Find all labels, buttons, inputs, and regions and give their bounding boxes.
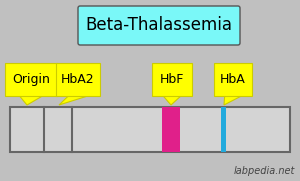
Bar xyxy=(221,107,226,152)
Text: HbA: HbA xyxy=(220,73,246,86)
Text: Origin: Origin xyxy=(12,73,50,86)
Text: Beta-Thalassemia: Beta-Thalassemia xyxy=(85,16,232,35)
Polygon shape xyxy=(163,96,181,105)
Bar xyxy=(152,63,192,96)
Text: labpedia.net: labpedia.net xyxy=(234,166,295,176)
FancyBboxPatch shape xyxy=(78,6,240,45)
Bar xyxy=(214,63,252,96)
Polygon shape xyxy=(224,96,242,105)
Bar xyxy=(10,107,290,152)
Bar xyxy=(162,107,180,152)
Text: HbA2: HbA2 xyxy=(61,73,95,86)
Polygon shape xyxy=(59,96,88,105)
Bar xyxy=(56,63,100,96)
Polygon shape xyxy=(20,96,42,105)
Bar xyxy=(5,63,57,96)
Text: HbF: HbF xyxy=(160,73,184,86)
